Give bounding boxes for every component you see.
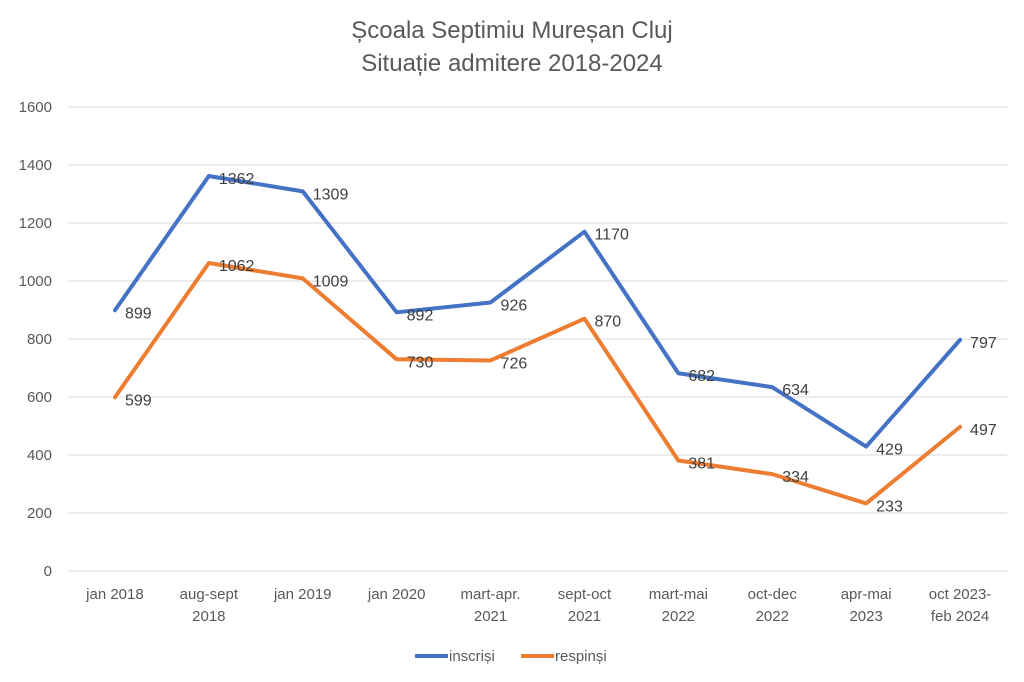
data-label: 726 [501,355,528,372]
series-line-inscrisi [112,174,963,449]
y-tick-label: 1200 [19,215,52,232]
series-line-respinsi [112,261,963,506]
legend-label: inscriși [449,648,495,665]
x-tick-label-line: oct 2023- [929,586,992,603]
x-tick-label-line: mart-mai [649,586,708,603]
y-tick-label: 800 [27,331,52,348]
x-tick-label-line: aug-sept [180,586,239,603]
data-label: 634 [782,382,809,399]
data-label: 926 [501,297,528,314]
data-label: 1309 [313,186,349,203]
y-tick-label: 200 [27,505,52,522]
x-tick-label: mart-mai 2022 [649,586,708,625]
x-tick-label-line: oct-dec [748,586,798,603]
data-label: 870 [594,314,621,331]
x-tick-label-line: sept-oct [558,586,612,603]
data-label: 334 [782,469,809,486]
x-tick-label: oct-dec 2022 [748,586,798,625]
x-tick-label-line: 2022 [756,608,789,625]
x-tick-label-line: 2023 [849,608,882,625]
x-tick-label-line: 2022 [662,608,695,625]
chart-title-line-1: Școala Septimiu Mureșan Cluj [351,17,673,44]
data-label: 497 [970,422,997,439]
x-tick-label: jan 2020 [367,586,426,603]
x-tick-label: jan 2018 [85,586,144,603]
y-tick-label: 1600 [19,99,52,116]
y-tick-label: 1400 [19,157,52,174]
x-tick-label: sept-oct 2021 [558,586,612,625]
data-label: 1009 [313,273,349,290]
x-tick-label: oct 2023- feb 2024 [929,586,992,625]
data-label: 1362 [219,171,255,188]
data-label: 892 [407,307,434,324]
chart-title: Școala Septimiu Mureșan Cluj Situație ad… [0,14,1024,80]
x-tick-label-line: mart-apr. [461,586,521,603]
data-label: 599 [125,392,152,409]
x-tick-label: apr-mai 2023 [841,586,892,625]
y-tick-label: 400 [27,447,52,464]
data-label: 381 [688,456,715,473]
data-label: 899 [125,305,152,322]
data-label: 1062 [219,258,255,275]
x-tick-label-line: 2021 [568,608,601,625]
x-tick-label: jan 2019 [273,586,332,603]
chart-title-line-2: Situație admitere 2018-2024 [361,50,663,77]
data-label: 682 [688,368,715,385]
x-tick-label-line: apr-mai [841,586,892,603]
data-label: 797 [970,335,997,352]
y-tick-label: 0 [44,563,52,580]
x-tick-label-line: 2018 [192,608,225,625]
x-tick-label-line: jan 2020 [367,586,426,603]
legend-label: respinși [555,648,607,665]
x-tick-label: aug-sept 2018 [180,586,239,625]
x-tick-label-line: feb 2024 [931,608,989,625]
x-tick-label: mart-apr. 2021 [461,586,521,625]
data-label: 429 [876,442,903,459]
data-label: 1170 [594,227,629,244]
x-tick-label-line: jan 2018 [85,586,144,603]
y-tick-label: 600 [27,389,52,406]
x-tick-label-line: 2021 [474,608,507,625]
x-tick-label-line: jan 2019 [273,586,332,603]
data-label: 233 [876,498,903,515]
data-label: 730 [407,354,434,371]
y-tick-label: 1000 [19,273,52,290]
